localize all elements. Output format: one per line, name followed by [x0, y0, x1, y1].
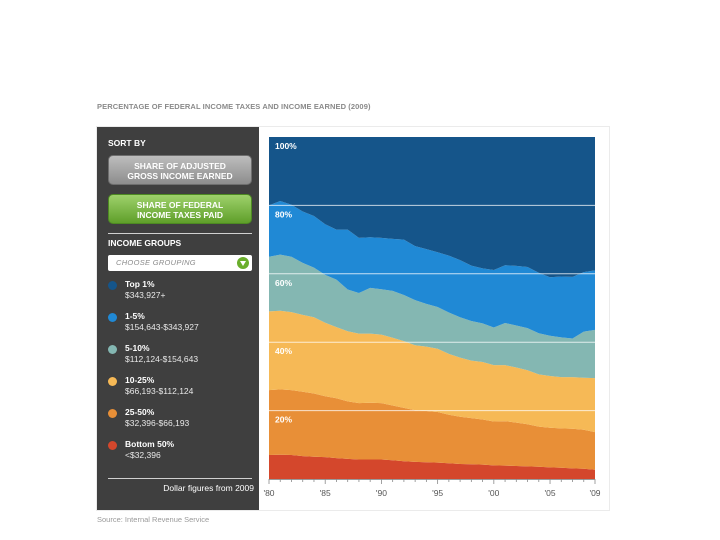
legend-item-name: Top 1% — [125, 279, 155, 289]
chevron-down-icon[interactable] — [237, 257, 249, 269]
legend-item-range: $112,124-$154,643 — [125, 354, 199, 364]
legend-item-range: $32,396-$66,193 — [125, 418, 190, 428]
dollar-figures-note: Dollar figures from 2009 — [163, 483, 254, 493]
y-tick-label: 40% — [275, 346, 292, 356]
y-tick-label: 20% — [275, 415, 292, 425]
x-tick-label: '80 — [263, 488, 274, 498]
stacked-area-chart: 20% 40% 60% 80% 100% '80 '85 '90 '95 '00 '05 '09 — [259, 127, 609, 510]
y-tick-label: 100% — [275, 141, 297, 151]
sort-taxes-paid-label-line1: SHARE OF FEDERAL — [136, 200, 224, 210]
chart-title: PERCENTAGE OF FEDERAL INCOME TAXES AND I… — [97, 102, 371, 111]
legend-swatch-icon — [108, 409, 117, 418]
x-tick-label: '09 — [589, 488, 600, 498]
legend-swatch-icon — [108, 441, 117, 450]
legend-swatch-icon — [108, 281, 117, 290]
legend-item-name: 10-25% — [125, 375, 155, 385]
x-tick-label: '90 — [376, 488, 387, 498]
area-series-10-25[interactable] — [269, 310, 595, 433]
area-series-1-5[interactable] — [269, 200, 595, 339]
y-tick-label: 80% — [275, 209, 292, 219]
x-tick-label: '05 — [544, 488, 555, 498]
legend-item-name: 5-10% — [125, 343, 150, 353]
source-note: Source: Internal Revenue Service — [97, 515, 210, 524]
legend-item-range: $154,643-$343,927 — [125, 322, 199, 332]
legend-item-name: Bottom 50% — [125, 439, 175, 449]
area-series-25-50[interactable] — [269, 389, 595, 470]
x-tick-label: '85 — [320, 488, 331, 498]
x-tick-label: '95 — [432, 488, 443, 498]
legend-item-range: $343,927+ — [125, 290, 166, 300]
legend-item-range: <$32,396 — [125, 450, 161, 460]
divider — [108, 233, 252, 234]
legend-item-range: $66,193-$112,124 — [125, 386, 194, 396]
sort-taxes-paid-label-line2: INCOME TAXES PAID — [136, 210, 224, 220]
sort-income-earned-button[interactable]: SHARE OF ADJUSTED GROSS INCOME EARNED — [108, 155, 252, 185]
area-series-bottom-50[interactable] — [269, 454, 595, 479]
legend-item-name: 25-50% — [125, 407, 155, 417]
legend-swatch-icon — [108, 313, 117, 322]
grouping-select[interactable]: CHOOSE GROUPING — [108, 255, 252, 271]
sort-by-heading: SORT BY — [108, 138, 146, 148]
grouping-select-placeholder: CHOOSE GROUPING — [116, 258, 196, 267]
x-tick-label: '00 — [488, 488, 499, 498]
sort-taxes-paid-button[interactable]: SHARE OF FEDERAL INCOME TAXES PAID — [108, 194, 252, 224]
legend-swatch-icon — [108, 345, 117, 354]
area-series-5-10[interactable] — [269, 254, 595, 379]
sort-income-earned-label-line1: SHARE OF ADJUSTED — [134, 161, 226, 171]
y-tick-label: 60% — [275, 278, 292, 288]
legend-item-name: 1-5% — [125, 311, 145, 321]
area-series-top-1[interactable] — [269, 137, 595, 278]
legend-swatch-icon — [108, 377, 117, 386]
divider — [108, 478, 252, 479]
income-groups-heading: INCOME GROUPS — [108, 238, 182, 248]
sidebar: SORT BY SHARE OF ADJUSTED GROSS INCOME E… — [97, 127, 259, 510]
sort-income-earned-label-line2: GROSS INCOME EARNED — [127, 171, 233, 181]
